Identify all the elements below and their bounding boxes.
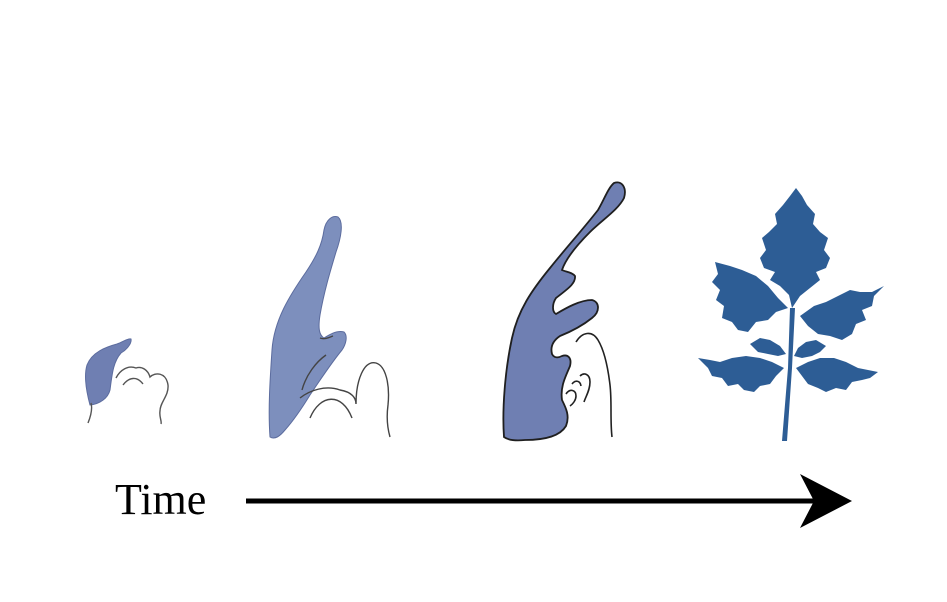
arrow-right-icon bbox=[800, 474, 852, 528]
stage-2-elongation bbox=[268, 216, 391, 439]
stage-3-leaflet-initiation bbox=[502, 181, 626, 442]
stage-1-primordium bbox=[85, 338, 169, 425]
meristem-dome bbox=[309, 398, 353, 419]
meristem-outline bbox=[87, 366, 169, 425]
time-label: Time bbox=[115, 475, 206, 524]
primordium-shape bbox=[85, 338, 132, 406]
meristem-dome bbox=[122, 377, 144, 386]
meristem-outline bbox=[299, 335, 391, 438]
primordium-shape bbox=[502, 181, 626, 442]
mature-leaf-silhouette bbox=[698, 188, 884, 441]
primordium-shape bbox=[268, 216, 347, 439]
meristem-outline bbox=[565, 332, 613, 438]
stage-4-mature-leaf bbox=[698, 188, 884, 441]
time-arrow bbox=[246, 474, 852, 528]
